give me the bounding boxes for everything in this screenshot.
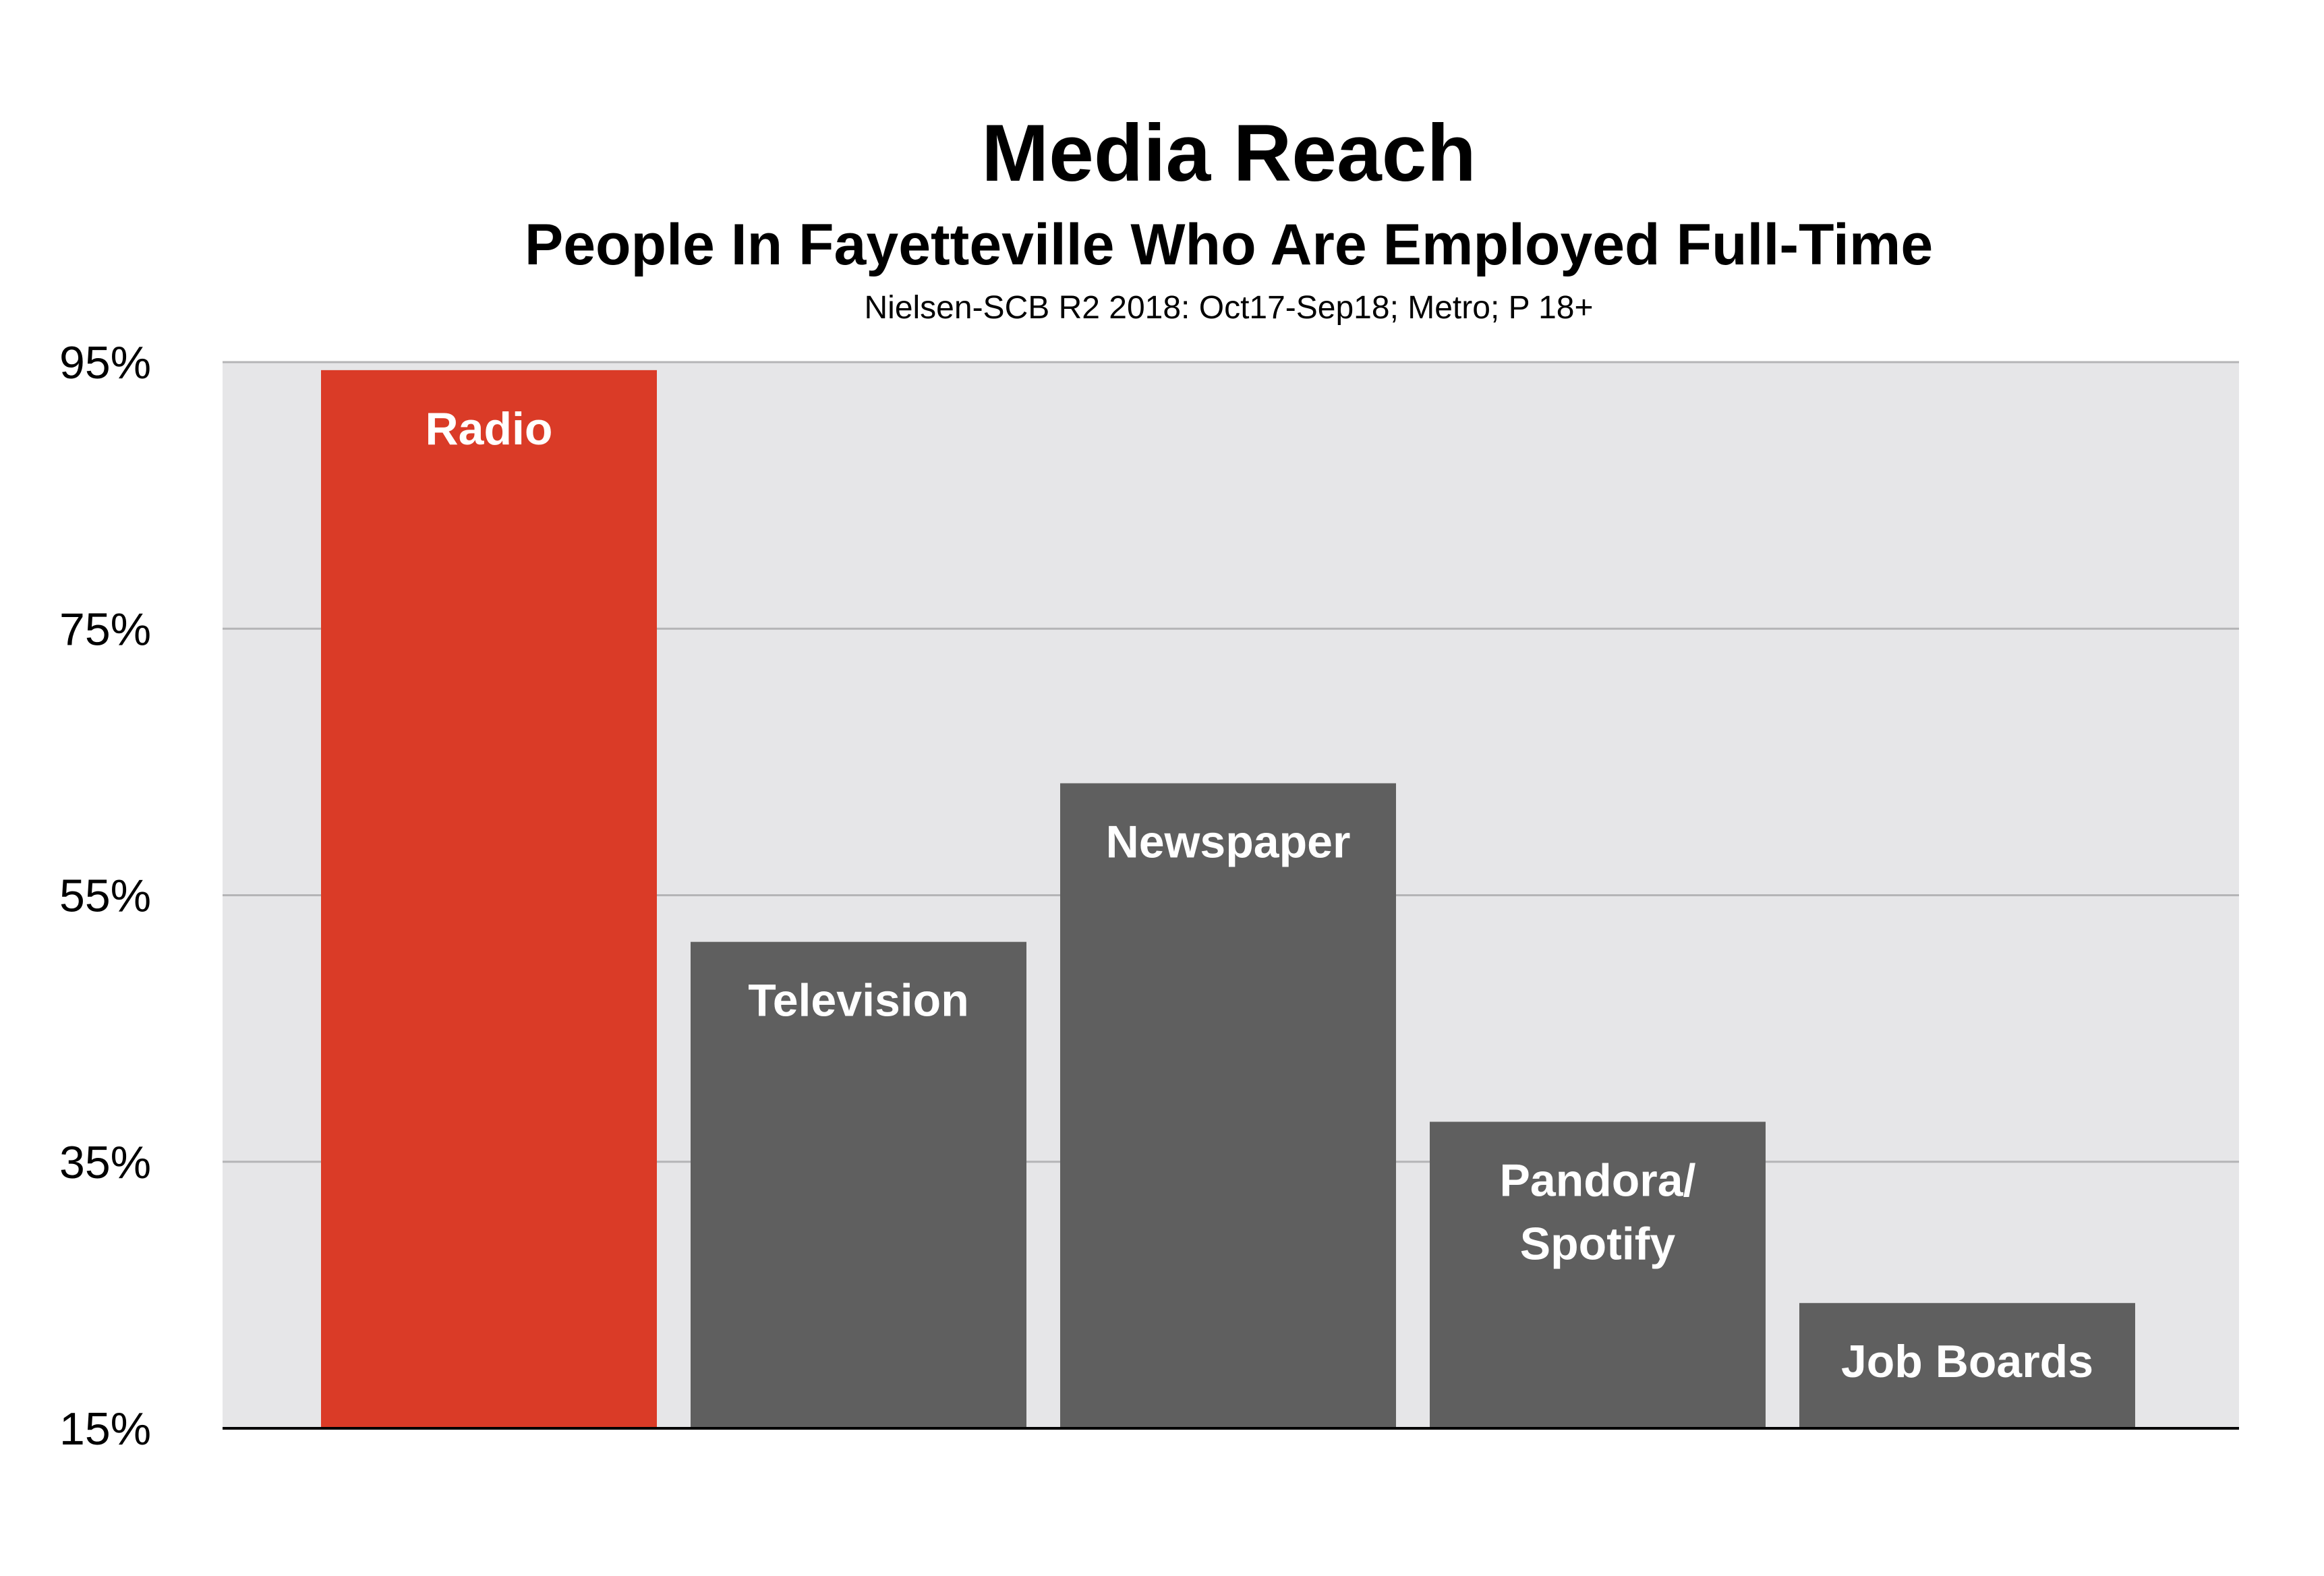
plot-area: 15% 35% 55% 75% 95% Radio Television Newspaper P… [59,337,2239,1455]
bar-category-label: Television [748,975,969,1026]
y-tick-label: 15% [59,1403,151,1455]
bar-category-label: Job Boards [1841,1336,2093,1387]
bar [1060,783,1396,1428]
bar [321,370,657,1429]
bar-category-label: Radio [426,403,553,455]
chart-subtitle: People In Fayetteville Who Are Employed … [525,212,1933,277]
y-tick-label: 75% [59,604,151,655]
y-tick-label: 35% [59,1137,151,1188]
bar-category-label: Pandora/Spotify [1500,1155,1696,1269]
bar [1430,1121,1766,1428]
chart-title: Media Reach [981,108,1476,198]
bar [691,941,1026,1428]
bar-category-label: Newspaper [1106,816,1351,867]
y-tick-label: 55% [59,871,151,922]
y-tick-label: 95% [59,337,151,388]
chart-source-note: Nielsen-SCB R2 2018: Oct17-Sep18; Metro;… [864,290,1593,326]
bar [1799,1303,2135,1428]
